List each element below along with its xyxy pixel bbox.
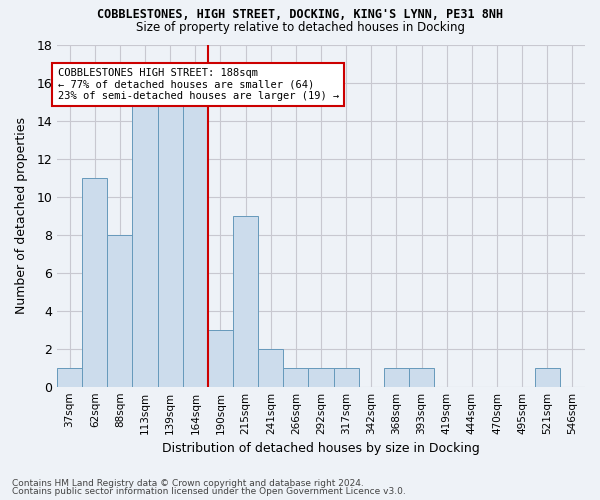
Bar: [183, 102, 208, 387]
Text: Contains public sector information licensed under the Open Government Licence v3: Contains public sector information licen…: [12, 487, 406, 496]
Bar: [208, 330, 233, 386]
Bar: [283, 368, 308, 386]
Bar: [384, 368, 409, 386]
Bar: [535, 368, 560, 386]
Bar: [57, 368, 82, 386]
Bar: [308, 368, 334, 386]
Text: COBBLESTONES HIGH STREET: 188sqm
← 77% of detached houses are smaller (64)
23% o: COBBLESTONES HIGH STREET: 188sqm ← 77% o…: [58, 68, 339, 101]
Bar: [233, 216, 258, 386]
Bar: [82, 178, 107, 386]
Text: Contains HM Land Registry data © Crown copyright and database right 2024.: Contains HM Land Registry data © Crown c…: [12, 478, 364, 488]
Bar: [107, 235, 133, 386]
Bar: [409, 368, 434, 386]
Text: Size of property relative to detached houses in Docking: Size of property relative to detached ho…: [136, 21, 464, 34]
Text: COBBLESTONES, HIGH STREET, DOCKING, KING'S LYNN, PE31 8NH: COBBLESTONES, HIGH STREET, DOCKING, KING…: [97, 8, 503, 20]
X-axis label: Distribution of detached houses by size in Docking: Distribution of detached houses by size …: [162, 442, 480, 455]
Bar: [258, 348, 283, 387]
Bar: [334, 368, 359, 386]
Bar: [133, 102, 158, 387]
Y-axis label: Number of detached properties: Number of detached properties: [15, 118, 28, 314]
Bar: [158, 102, 183, 387]
